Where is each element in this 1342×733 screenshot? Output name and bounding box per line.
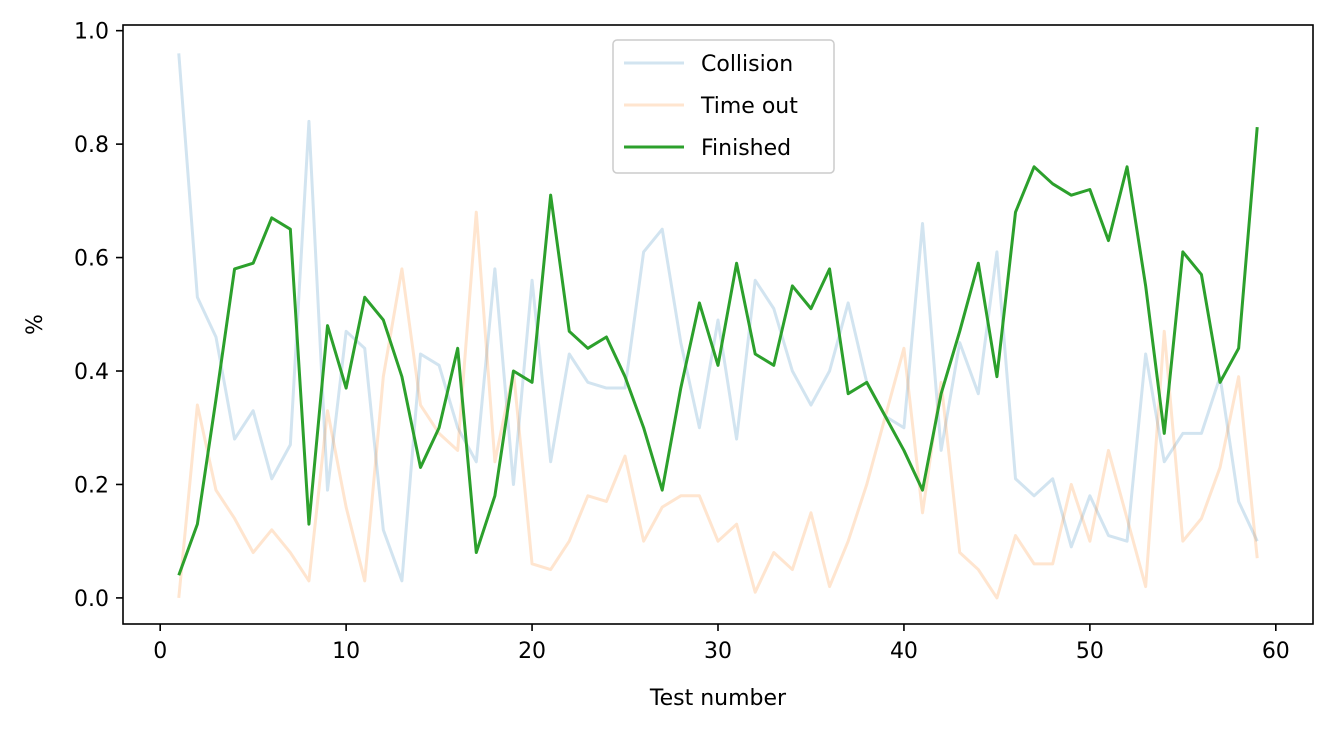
x-tick-label: 60 [1262, 639, 1290, 664]
x-tick-label: 10 [332, 639, 360, 664]
series-layer [177, 53, 1259, 600]
y-tick-label: 0.8 [74, 133, 109, 158]
x-axis-title: Test number [649, 686, 787, 711]
legend-label-collision: Collision [701, 52, 793, 77]
legend-box [612, 39, 835, 174]
legend-label-time-out: Time out [700, 94, 798, 119]
y-tick-label: 0.6 [74, 247, 109, 272]
series-line-time-out [177, 210, 1259, 600]
y-tick-label: 0.0 [74, 587, 109, 612]
x-axis: 0 10 20 30 40 50 60 [153, 624, 1290, 664]
series-line-collision [177, 53, 1259, 583]
x-tick-label: 30 [704, 639, 732, 664]
series-line-finished [177, 126, 1259, 576]
x-tick-label: 20 [518, 639, 546, 664]
x-tick-label: 0 [153, 639, 167, 664]
legend: Collision Time out Finished [612, 39, 835, 174]
y-tick-label: 1.0 [74, 20, 109, 45]
y-tick-label: 0.2 [74, 473, 109, 498]
y-axis: 0.0 0.2 0.4 0.6 0.8 1.0 [74, 20, 123, 612]
y-axis-title: % [23, 314, 48, 335]
legend-label-finished: Finished [701, 136, 791, 161]
x-tick-label: 40 [890, 639, 918, 664]
x-tick-label: 50 [1076, 639, 1104, 664]
y-tick-label: 0.4 [74, 360, 109, 385]
